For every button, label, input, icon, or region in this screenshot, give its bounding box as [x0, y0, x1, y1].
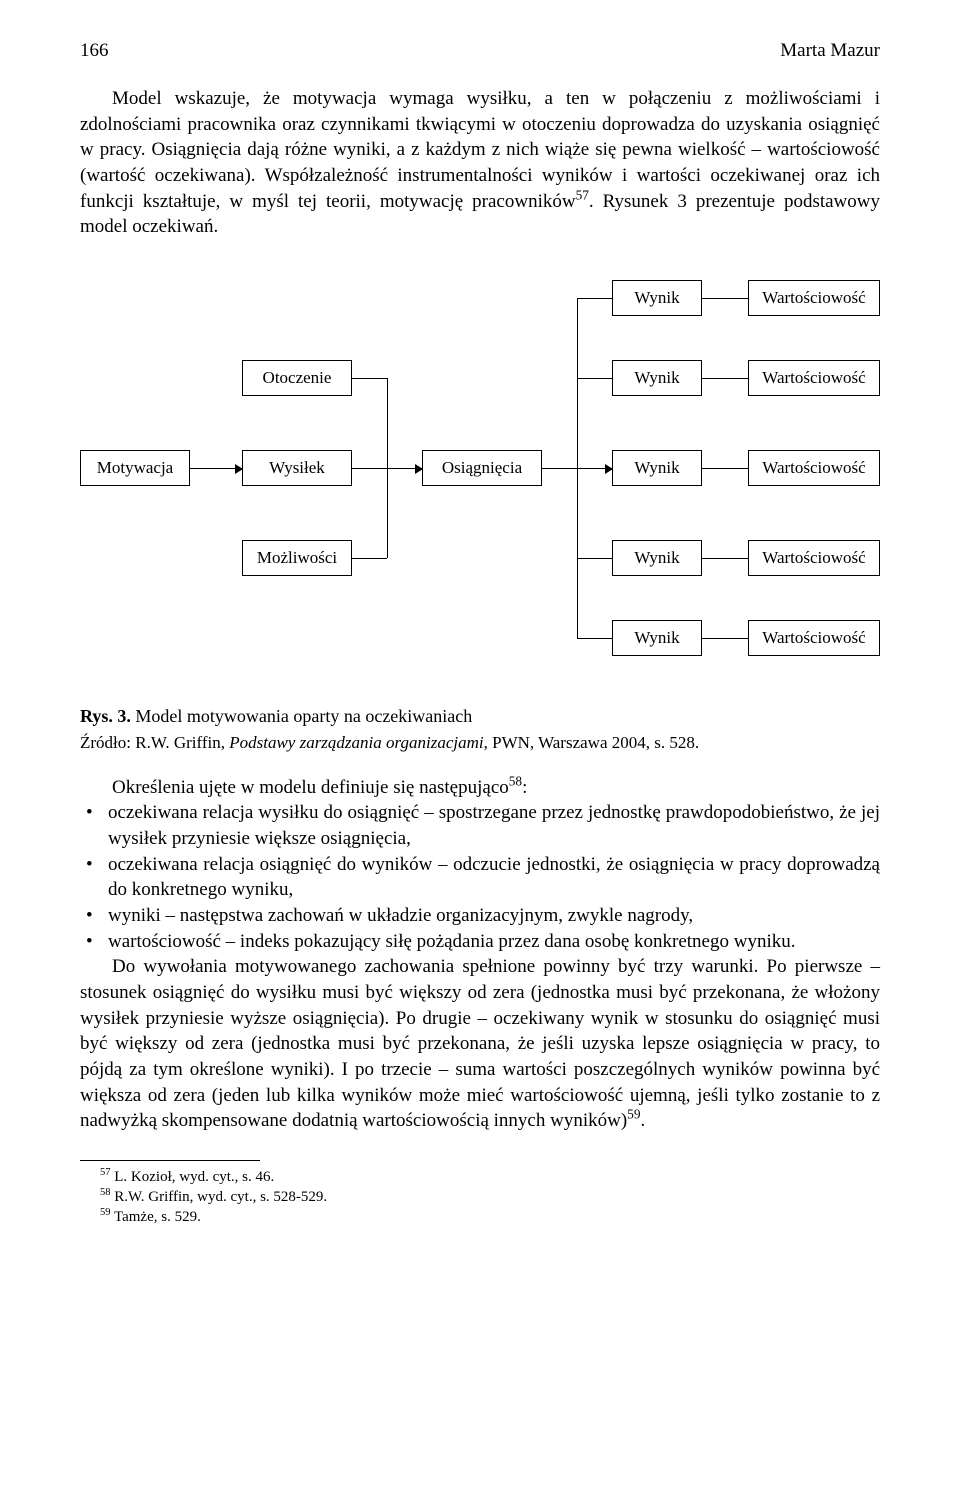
node-wart-3: Wartościowość — [748, 450, 880, 486]
footnote-text: Tamże, s. 529. — [114, 1209, 201, 1225]
node-osiagniecia: Osiągnięcia — [422, 450, 542, 486]
node-wynik-3: Wynik — [612, 450, 702, 486]
figure-caption: Rys. 3. Model motywowania oparty na ocze… — [80, 706, 880, 727]
arrow-motywacja-wysilek — [190, 468, 242, 469]
node-otoczenie: Otoczenie — [242, 360, 352, 396]
list-item: oczekiwana relacja wysiłku do osiągnięć … — [80, 800, 880, 851]
edge-branch-w1 — [577, 298, 612, 299]
footnotes-separator — [80, 1160, 260, 1161]
edge-w1-v1 — [702, 298, 748, 299]
edge-branch-w2 — [577, 378, 612, 379]
figure-caption-text: Model motywowania oparty na oczekiwaniac… — [131, 706, 472, 726]
page-number: 166 — [80, 40, 109, 62]
definitions-section: Określenia ujęte w modelu definiuje się … — [80, 775, 880, 1134]
node-wysilek: Wysiłek — [242, 450, 352, 486]
intro-paragraph: Model wskazuje, że motywacja wymaga wysi… — [80, 86, 880, 240]
list-item: wyniki – następstwa zachowań w układzie … — [80, 903, 880, 929]
edge-otoczenie-h — [352, 378, 387, 379]
figure-caption-label: Rys. 3. — [80, 706, 131, 726]
node-wart-1: Wartościowość — [748, 280, 880, 316]
expectancy-model-diagram: Motywacja Otoczenie Wysiłek Możliwości O… — [80, 268, 880, 688]
edge-branch-w5 — [577, 638, 612, 639]
page-header: 166 Marta Mazur — [80, 40, 880, 62]
footnote-num: 59 — [100, 1207, 111, 1218]
node-wynik-5: Wynik — [612, 620, 702, 656]
paragraph2-end: . — [640, 1110, 645, 1131]
figure-source-title: Podstawy zarządzania organizacjami — [229, 733, 483, 752]
edge-w3-v3 — [702, 468, 748, 469]
paragraph2-text: Do wywołania motywowanego zachowania spe… — [80, 956, 880, 1131]
node-motywacja: Motywacja — [80, 450, 190, 486]
node-wart-2: Wartościowość — [748, 360, 880, 396]
node-mozliwosci: Możliwości — [242, 540, 352, 576]
list-item: oczekiwana relacja osiągnięć do wyników … — [80, 852, 880, 903]
list-intro: Określenia ujęte w modelu definiuje się … — [112, 777, 509, 798]
edge-mozliwosci-h — [352, 558, 387, 559]
edge-w4-v4 — [702, 558, 748, 559]
edge-otoczenie-v — [387, 378, 388, 468]
node-wynik-4: Wynik — [612, 540, 702, 576]
edge-w5-v5 — [702, 638, 748, 639]
list-intro-colon: : — [522, 777, 527, 798]
figure-source-suffix: , PWN, Warszawa 2004, s. 528. — [484, 733, 700, 752]
node-wart-5: Wartościowość — [748, 620, 880, 656]
edge-branch-up — [577, 298, 578, 468]
figure-source-prefix: Źródło: R.W. Griffin, — [80, 733, 229, 752]
footnotes: 57 L. Kozioł, wyd. cyt., s. 46. 58 R.W. … — [80, 1167, 880, 1228]
edge-branch-down — [577, 468, 578, 638]
edge-branch-w4 — [577, 558, 612, 559]
footnote-text: L. Kozioł, wyd. cyt., s. 46. — [114, 1169, 274, 1185]
edge-mozliwosci-v — [387, 468, 388, 558]
node-wart-4: Wartościowość — [748, 540, 880, 576]
node-wynik-2: Wynik — [612, 360, 702, 396]
footnote-ref-59: 59 — [627, 1107, 640, 1122]
node-wynik-1: Wynik — [612, 280, 702, 316]
footnote-ref-57: 57 — [576, 187, 589, 202]
list-item: wartościowość – indeks pokazujący siłę p… — [80, 929, 880, 955]
footnote-text: R.W. Griffin, wyd. cyt., s. 528-529. — [114, 1189, 327, 1205]
edge-w2-v2 — [702, 378, 748, 379]
footnote-num: 58 — [100, 1187, 111, 1198]
definitions-list: oczekiwana relacja wysiłku do osiągnięć … — [80, 800, 880, 954]
footnote-ref-58: 58 — [509, 774, 522, 789]
figure-source: Źródło: R.W. Griffin, Podstawy zarządzan… — [80, 733, 880, 753]
footnote-num: 57 — [100, 1167, 111, 1178]
author-name: Marta Mazur — [780, 40, 880, 62]
